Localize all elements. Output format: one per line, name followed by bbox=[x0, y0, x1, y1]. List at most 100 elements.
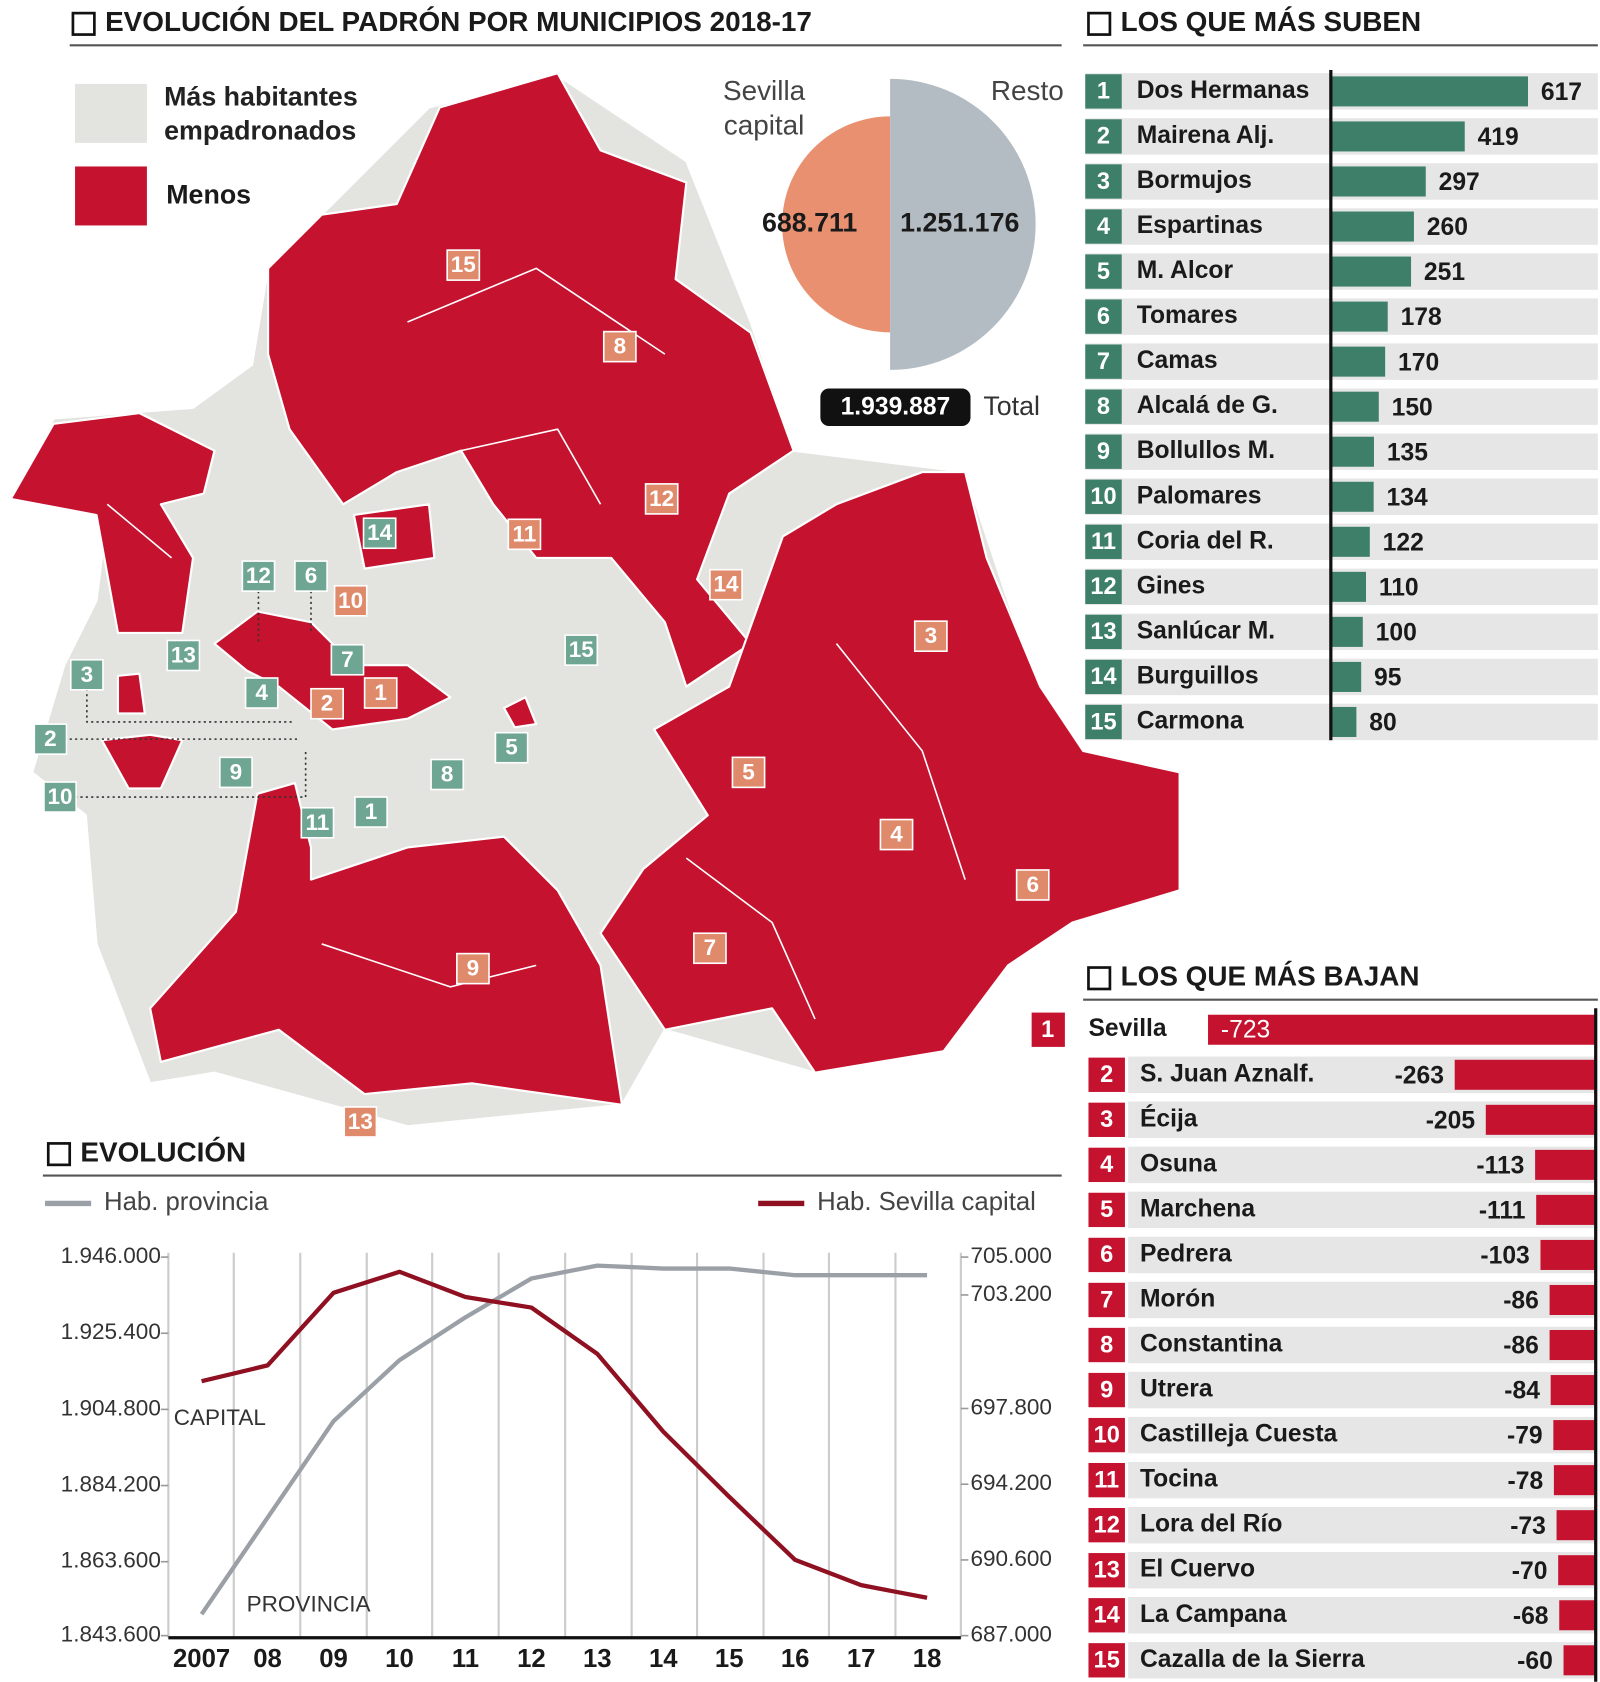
bar bbox=[1330, 211, 1414, 242]
map-increase-label: 6 bbox=[305, 563, 318, 588]
map-decrease-label-box bbox=[602, 330, 637, 363]
value-label: 134 bbox=[1387, 484, 1428, 511]
rank-box bbox=[1085, 479, 1122, 514]
bar bbox=[1556, 1510, 1596, 1541]
bar bbox=[1330, 301, 1388, 332]
y-tick-label: 1.925.400 bbox=[61, 1319, 161, 1344]
category: Alcalá de G. bbox=[1137, 392, 1278, 419]
map-increase-label: 13 bbox=[171, 643, 196, 668]
map-decrease-label: 8 bbox=[614, 334, 627, 359]
category: Bormujos bbox=[1137, 167, 1252, 194]
legend-text: Más habitantes empadronados bbox=[164, 81, 358, 147]
bar bbox=[1485, 1104, 1596, 1135]
value-label: -205 bbox=[1426, 1107, 1476, 1134]
rank: 9 bbox=[1097, 438, 1110, 464]
rank-box bbox=[1088, 1057, 1125, 1092]
rank: 8 bbox=[1097, 393, 1110, 419]
bar bbox=[1330, 256, 1412, 287]
value-label: -111 bbox=[1479, 1198, 1526, 1225]
legend-swatch bbox=[75, 166, 147, 226]
value-label: 80 bbox=[1369, 710, 1396, 737]
rank: 12 bbox=[1090, 573, 1116, 599]
bar bbox=[1558, 1555, 1596, 1586]
map-increase-label-box bbox=[354, 796, 388, 828]
rank-box bbox=[1088, 1237, 1125, 1273]
y-tick-label: 1.946.000 bbox=[61, 1243, 161, 1268]
bar bbox=[1330, 571, 1366, 602]
value-label: -84 bbox=[1504, 1378, 1540, 1405]
row-bg bbox=[1128, 1416, 1596, 1454]
map-decrease-label-box bbox=[644, 483, 679, 515]
pie-value: 688.711 bbox=[762, 207, 857, 237]
rank: 10 bbox=[1090, 483, 1116, 509]
category: Camas bbox=[1137, 347, 1218, 374]
legend-label: Más habitantes empadronados bbox=[164, 81, 358, 147]
x-tick-label: 11 bbox=[452, 1645, 479, 1673]
rank-box bbox=[1085, 254, 1122, 289]
rank-box bbox=[1088, 1462, 1125, 1498]
category: Cazalla de la Sierra bbox=[1140, 1646, 1365, 1673]
rank-box bbox=[1085, 659, 1122, 695]
value-label: -73 bbox=[1510, 1513, 1546, 1540]
bar bbox=[1549, 1330, 1596, 1361]
map-decrease-label: 9 bbox=[467, 956, 480, 981]
rank-box bbox=[1085, 119, 1122, 154]
map-decrease-label-box bbox=[456, 952, 490, 985]
bar bbox=[1330, 706, 1357, 737]
row-bg bbox=[1128, 1326, 1596, 1364]
row-bg bbox=[1128, 1461, 1596, 1499]
x-tick-label: 13 bbox=[583, 1645, 612, 1673]
rank-box bbox=[1088, 1643, 1125, 1678]
category: Marchena bbox=[1140, 1195, 1255, 1222]
category: Burguillos bbox=[1137, 662, 1259, 689]
map-decrease-label: 10 bbox=[338, 588, 363, 613]
value-label: 617 bbox=[1541, 79, 1582, 106]
value-label: -86 bbox=[1503, 1288, 1539, 1315]
map-increase-label-box bbox=[166, 639, 201, 672]
pie-category: Sevilla capital bbox=[723, 74, 806, 141]
header-box bbox=[71, 11, 96, 36]
pie-slice bbox=[890, 78, 1036, 370]
header-box bbox=[46, 1142, 72, 1167]
rank-box bbox=[1031, 1012, 1065, 1047]
y-tick-label: 1.863.600 bbox=[61, 1548, 161, 1573]
value-label: -68 bbox=[1513, 1603, 1549, 1630]
rank-box bbox=[1085, 569, 1122, 605]
rank: 7 bbox=[1097, 348, 1110, 374]
rank: 5 bbox=[1100, 1196, 1113, 1222]
total-box bbox=[820, 388, 971, 426]
rank-box bbox=[1085, 209, 1122, 244]
map-increase-label-box bbox=[330, 643, 365, 676]
rank: 11 bbox=[1091, 528, 1116, 554]
bar bbox=[1550, 1375, 1596, 1406]
value-label: -78 bbox=[1508, 1468, 1544, 1495]
rank: 1 bbox=[1041, 1016, 1054, 1042]
y-tick-label: 1.843.600 bbox=[61, 1622, 161, 1647]
row-bg bbox=[1128, 1281, 1596, 1319]
bar bbox=[1330, 346, 1386, 377]
pie-slice bbox=[782, 116, 891, 333]
rank-box bbox=[1085, 344, 1122, 379]
category: Utrera bbox=[1140, 1376, 1213, 1403]
rank-box bbox=[1085, 74, 1122, 109]
map-increase-label: 1 bbox=[365, 799, 378, 824]
value-label: 95 bbox=[1374, 665, 1402, 692]
legend-label: Hab. provincia bbox=[104, 1188, 269, 1216]
map-increase-label-box bbox=[69, 658, 104, 691]
value-label: -86 bbox=[1503, 1333, 1539, 1360]
map-decrease-label-box bbox=[310, 687, 344, 720]
category: Bollullos M. bbox=[1137, 437, 1275, 464]
category: Carmona bbox=[1137, 707, 1244, 734]
value-label: 110 bbox=[1379, 575, 1419, 602]
map-decrease-label: 15 bbox=[451, 252, 476, 277]
line-series bbox=[201, 1269, 928, 1600]
row-bg bbox=[1128, 1146, 1596, 1184]
map-decrease-label: 3 bbox=[925, 623, 938, 648]
rank-box bbox=[1088, 1372, 1125, 1408]
rank-box bbox=[1088, 1192, 1125, 1228]
rank: 8 bbox=[1100, 1331, 1113, 1357]
map-decrease-label: 13 bbox=[348, 1109, 373, 1134]
rank: 4 bbox=[1100, 1151, 1113, 1177]
bar bbox=[1330, 76, 1529, 107]
